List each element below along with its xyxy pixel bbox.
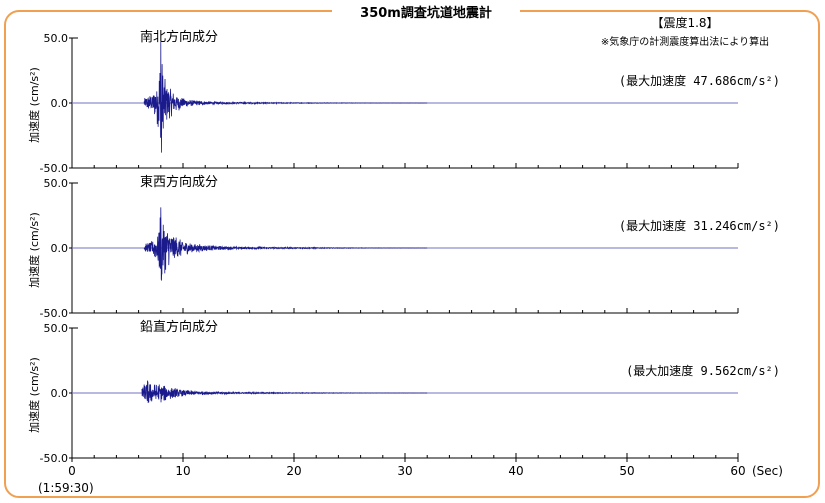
component-title: 鉛直方向成分 xyxy=(140,319,218,335)
x-tick-label: 60 xyxy=(730,464,745,478)
start-time-label: (1:59:30) xyxy=(38,481,94,495)
x-tick-label: 30 xyxy=(397,464,412,478)
y-tick-label: 0.0 xyxy=(51,97,69,110)
title-background xyxy=(332,4,520,20)
y-tick-label: -50.0 xyxy=(40,162,68,175)
max-acceleration-label: (最大加速度 9.562cm/s²) xyxy=(626,363,780,378)
waveform-trace xyxy=(141,380,428,403)
component-title: 南北方向成分 xyxy=(140,29,218,45)
y-tick-label: 50.0 xyxy=(44,322,69,335)
figure-title: 350m調査坑道地震計 xyxy=(360,5,492,21)
waveform-panel: 50.0 0.0 -50.0 加速度 (cm/s²) 南北方向成分 (最大加速度 47.6… xyxy=(27,29,780,175)
max-acceleration-label: (最大加速度 31.246cm/s²) xyxy=(619,218,780,233)
waveform-panels: 50.0 0.0 -50.0 加速度 (cm/s²) 南北方向成分 (最大加速度 47.6… xyxy=(27,29,780,465)
waveform-panel: 50.0 0.0 -50.0 加速度 (cm/s²) 東西方向成分 (最大加速度 31.2… xyxy=(27,174,780,320)
intensity-label: 【震度1.8】 xyxy=(651,15,718,30)
component-title: 東西方向成分 xyxy=(140,174,218,190)
y-tick-label: 0.0 xyxy=(51,387,69,400)
y-tick-label: 50.0 xyxy=(44,177,69,190)
y-tick-label: 0.0 xyxy=(51,242,69,255)
max-acceleration-label: (最大加速度 47.686cm/s²) xyxy=(619,73,780,88)
waveform-trace xyxy=(143,41,428,153)
y-tick-label: 50.0 xyxy=(44,32,69,45)
x-tick-label: 40 xyxy=(508,464,523,478)
x-tick-label: 10 xyxy=(175,464,190,478)
x-tick-label: 0 xyxy=(68,464,76,478)
y-tick-label: -50.0 xyxy=(40,452,68,465)
x-axis-unit: (Sec) xyxy=(752,464,783,478)
intensity-note: ※気象庁の計測震度算出法により算出 xyxy=(601,35,769,48)
x-axis: 0 10 20 30 40 50 60 xyxy=(68,458,746,478)
y-axis-label: 加速度 (cm/s²) xyxy=(27,212,41,288)
waveform-trace xyxy=(143,207,428,281)
y-axis-label: 加速度 (cm/s²) xyxy=(27,67,41,143)
x-tick-label: 50 xyxy=(619,464,634,478)
y-axis-label: 加速度 (cm/s²) xyxy=(27,357,41,433)
y-tick-label: -50.0 xyxy=(40,307,68,320)
x-tick-label: 20 xyxy=(286,464,301,478)
